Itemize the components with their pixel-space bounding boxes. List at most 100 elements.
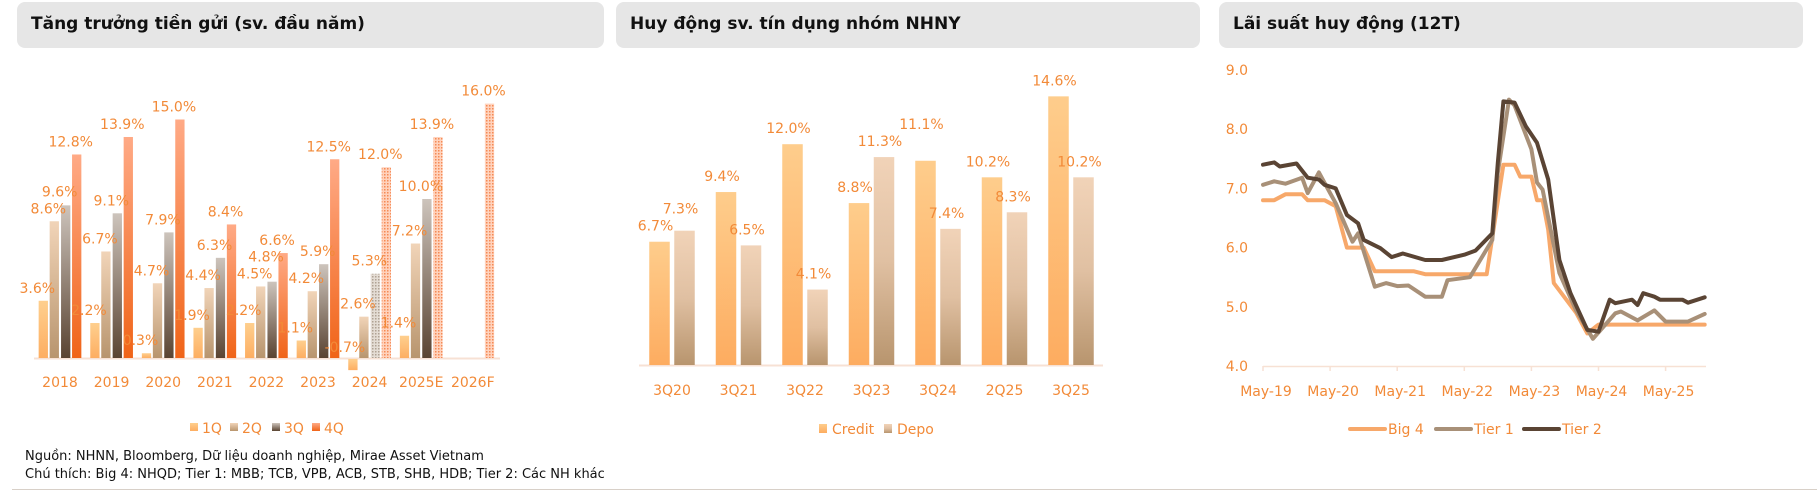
data-label: 0.3% — [123, 333, 159, 349]
data-label: 1.1% — [278, 321, 314, 337]
data-label: 5.9% — [300, 244, 336, 260]
bar-3Q-2018 — [61, 205, 71, 358]
y-tick-label: 7.0 — [1226, 181, 1248, 197]
legend-swatch-Depo — [884, 424, 892, 433]
x-tick-label: 3Q23 — [853, 383, 891, 399]
legend-label: Tier 2 — [1561, 422, 1602, 438]
data-label: 10.0% — [399, 179, 443, 195]
data-label: 11.3% — [858, 134, 902, 150]
x-tick-label: 3Q21 — [720, 383, 758, 399]
bar-4Q-2023 — [330, 159, 340, 358]
line-tier-2 — [1261, 99, 1707, 334]
y-tick-label: 9.0 — [1226, 63, 1248, 79]
x-tick-label: 2Q25 — [986, 383, 1024, 399]
data-label: 12.8% — [48, 134, 92, 150]
bar-3Q-2023 — [319, 264, 329, 358]
panel-header-deposit-growth: Tăng trưởng tiền gửi (sv. đầu năm) — [17, 2, 604, 48]
data-label: 4.1% — [796, 267, 832, 283]
x-tick-label: 2018 — [42, 375, 78, 391]
bar-4Q-2025E — [433, 136, 443, 358]
x-tick-label: 3Q25 — [1052, 383, 1090, 399]
bar-2Q-2018 — [49, 221, 59, 358]
bar-Credit-3Q25 — [1048, 96, 1069, 366]
bar-Credit-3Q22 — [782, 144, 803, 365]
bar-Depo-3Q25 — [1073, 177, 1094, 365]
bar-Credit-3Q24 — [915, 160, 936, 365]
bar-4Q-2018 — [72, 154, 82, 358]
data-label: 8.3% — [995, 189, 1031, 205]
x-tick-label: 2021 — [197, 375, 233, 391]
x-tick-label: 2023 — [300, 375, 336, 391]
data-label: 9.4% — [704, 169, 740, 185]
data-label: 10.2% — [1057, 154, 1101, 170]
line-big-4 — [1261, 162, 1707, 336]
data-label: 14.6% — [1032, 73, 1076, 89]
data-label: 4.5% — [237, 266, 273, 282]
bar-4Q-2024 — [381, 167, 391, 358]
data-label: 5.3% — [352, 254, 388, 270]
x-tick-label: 2019 — [94, 375, 130, 391]
bar-Credit-2Q25 — [981, 177, 1003, 365]
bar-2Q-2022 — [256, 286, 266, 358]
data-label: 11.1% — [899, 117, 943, 133]
data-label: 12.0% — [766, 121, 810, 137]
chart-title: Tăng trưởng tiền gửi (sv. đầu năm) — [31, 14, 365, 34]
legend-swatch-1Q — [190, 423, 198, 431]
legend-label: 1Q — [202, 421, 222, 437]
bar-Depo-3Q23 — [873, 157, 895, 365]
data-label: 4.8% — [248, 249, 284, 265]
data-label: 2.2% — [71, 303, 107, 319]
bar-Credit-3Q23 — [848, 203, 870, 365]
panel-header-credit-vs-deposit: Huy động sv. tín dụng nhóm NHNY — [616, 2, 1200, 48]
x-tick-label: May-24 — [1576, 384, 1628, 400]
legend-label: 2Q — [242, 421, 262, 437]
bar-1Q-2021 — [193, 327, 203, 358]
legend-swatch-Credit — [819, 424, 827, 433]
data-label: 8.8% — [837, 180, 873, 196]
data-label: 6.7% — [82, 231, 118, 247]
x-tick-label: 3Q22 — [786, 383, 824, 399]
data-label: 13.9% — [100, 117, 144, 133]
chart-title: Huy động sv. tín dụng nhóm NHNY — [630, 14, 961, 34]
bar-1Q-2020 — [141, 353, 152, 358]
data-label: 12.0% — [358, 147, 402, 163]
bar-2Q-2019 — [101, 251, 111, 358]
bar-3Q-2019 — [112, 213, 122, 358]
data-label: 12.5% — [306, 139, 350, 155]
x-tick-label: May-22 — [1442, 384, 1494, 400]
bar-2Q-2023 — [307, 291, 317, 358]
bar-2Q-2020 — [152, 283, 163, 358]
legend-swatch-4Q — [312, 423, 320, 431]
legend-label: Credit — [832, 422, 875, 438]
y-tick-label: 6.0 — [1226, 241, 1248, 257]
x-tick-label: May-25 — [1643, 384, 1695, 400]
x-tick-label: 3Q20 — [653, 383, 691, 399]
data-label: 7.3% — [663, 202, 699, 218]
data-label: -0.7% — [325, 340, 366, 356]
bar-1Q-2019 — [90, 323, 100, 358]
bar-4Q-2019 — [123, 136, 133, 358]
bar-4Q-2020 — [175, 119, 185, 358]
legend-footnote: Chú thích: Big 4: NHQD; Tier 1: MBB; TCB… — [25, 467, 605, 482]
data-label: 9.1% — [94, 193, 130, 209]
data-label: 8.6% — [31, 201, 67, 217]
data-label: 2.2% — [226, 303, 262, 319]
bar-Depo-3Q24 — [940, 228, 961, 365]
source-footnote: Nguồn: NHNN, Bloomberg, Dữ liệu doanh ng… — [25, 449, 484, 464]
x-tick-label: 2020 — [145, 375, 181, 391]
y-tick-label: 5.0 — [1226, 300, 1248, 316]
data-label: 1.9% — [174, 308, 210, 324]
bar-2Q-2025E — [410, 243, 421, 358]
x-tick-label: 2024 — [352, 375, 388, 391]
y-tick-label: 8.0 — [1226, 122, 1248, 138]
bar-4Q-2026F — [484, 103, 495, 358]
bar-Depo-2Q25 — [1006, 212, 1028, 365]
data-label: 6.6% — [259, 233, 295, 249]
bar-3Q-2020 — [164, 232, 174, 358]
data-label: 1.4% — [381, 316, 417, 332]
bar-3Q-2025E — [422, 199, 432, 358]
data-label: 7.9% — [145, 212, 181, 228]
legend-swatch-3Q — [272, 423, 280, 431]
bar-1Q-2018 — [38, 300, 48, 358]
